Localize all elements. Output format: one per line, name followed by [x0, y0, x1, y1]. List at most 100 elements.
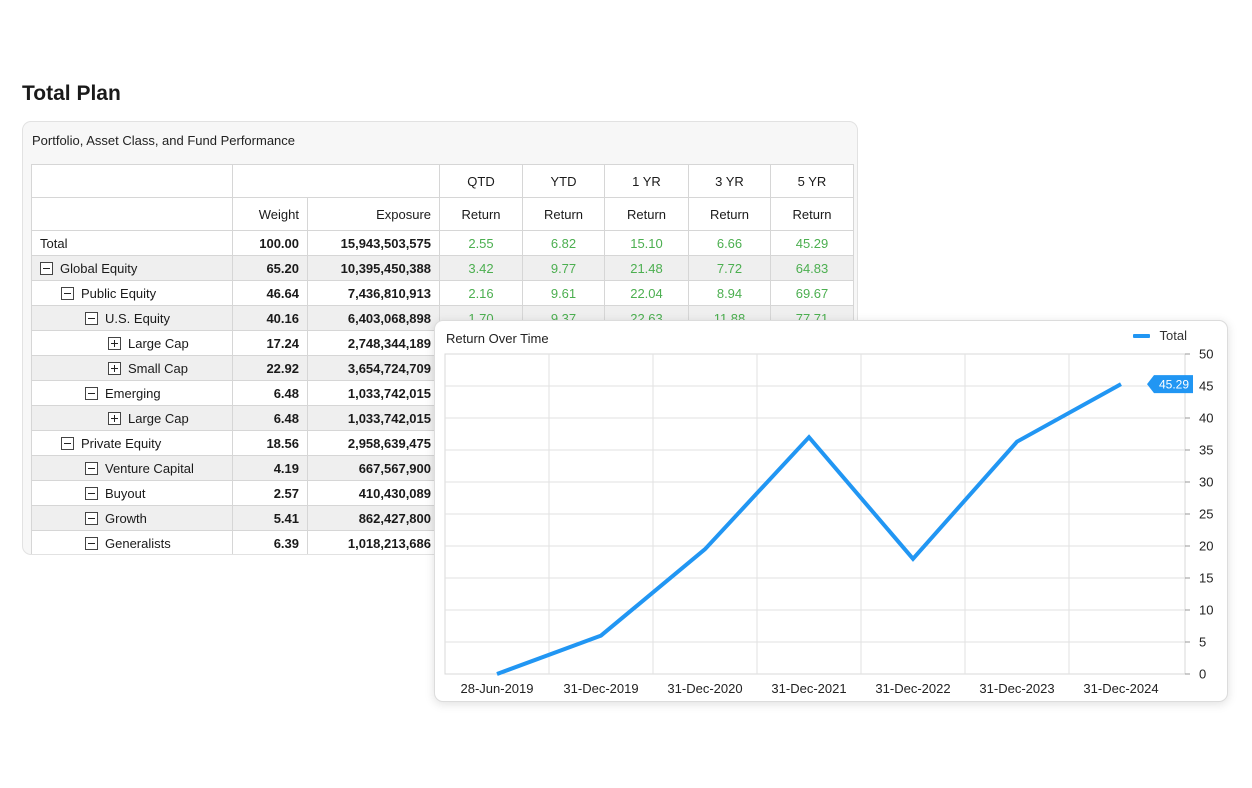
table-row[interactable]: Total 100.00 15,943,503,575 2.55 6.82 15.10 6.…: [31, 230, 854, 256]
row-name-cell: Generalists: [31, 530, 233, 554]
row-exposure: 862,427,800: [307, 505, 440, 531]
expand-icon[interactable]: [108, 361, 121, 375]
row-weight: 4.19: [232, 455, 308, 481]
header-exposure[interactable]: Exposure: [307, 197, 440, 231]
row-weight: 6.48: [232, 380, 308, 406]
row-name-cell: Venture Capital: [31, 455, 233, 481]
row-name: Large Cap: [128, 335, 189, 351]
row-weight: 6.48: [232, 405, 308, 431]
row-weight: 2.57: [232, 480, 308, 506]
row-name: Generalists: [105, 535, 171, 551]
collapse-icon[interactable]: [85, 511, 98, 525]
header-1yr[interactable]: 1 YR: [604, 164, 689, 198]
collapse-icon[interactable]: [61, 286, 74, 300]
collapse-icon[interactable]: [85, 486, 98, 500]
row-name: Public Equity: [81, 285, 157, 301]
row-exposure: 7,436,810,913: [307, 280, 440, 306]
row-name: Buyout: [105, 485, 146, 501]
header-1yr-return[interactable]: Return: [604, 197, 689, 231]
header-ytd-return[interactable]: Return: [522, 197, 605, 231]
row-name-cell: U.S. Equity: [31, 305, 233, 331]
row-exposure: 2,958,639,475: [307, 430, 440, 456]
row-name: Venture Capital: [105, 460, 194, 476]
expand-icon[interactable]: [108, 411, 121, 425]
row-return-qtd: 2.55: [439, 230, 523, 256]
chart-legend[interactable]: Total: [1132, 328, 1187, 343]
last-value-tag: [1147, 375, 1193, 394]
series-line-total: [496, 382, 1122, 676]
collapse-icon[interactable]: [85, 311, 98, 325]
row-name: Global Equity: [60, 260, 138, 276]
row-weight: 40.16: [232, 305, 308, 331]
header-qtd[interactable]: QTD: [439, 164, 523, 198]
return-line-chart: 0 5 10 15 20 25 30 35 40 45 50 28-Jun-2019 31-Dec-20…: [444, 347, 1213, 696]
collapse-icon[interactable]: [85, 461, 98, 475]
row-name-cell: Buyout: [31, 480, 233, 506]
row-name: Total: [40, 235, 68, 251]
row-name: Large Cap: [128, 410, 189, 426]
header-qtd-return[interactable]: Return: [439, 197, 523, 231]
row-name-cell: Private Equity: [31, 430, 233, 456]
collapse-icon[interactable]: [40, 261, 53, 275]
header-blank-name: [31, 164, 233, 198]
row-return-ytd: 9.77: [522, 255, 605, 281]
row-name-cell: Global Equity: [31, 255, 233, 281]
row-return-yr1: 22.04: [604, 280, 689, 306]
row-name-cell: Emerging: [31, 380, 233, 406]
expand-icon[interactable]: [108, 336, 121, 350]
x-tick-label: 28-Jun-2019: [461, 681, 534, 696]
row-exposure: 667,567,900: [307, 455, 440, 481]
row-return-yr1: 21.48: [604, 255, 689, 281]
row-name-cell: Growth: [31, 505, 233, 531]
page-title: Total Plan: [22, 82, 121, 105]
y-tick-label: 0: [1199, 667, 1206, 682]
row-weight: 18.56: [232, 430, 308, 456]
row-exposure: 1,018,213,686: [307, 530, 440, 554]
header-5yr[interactable]: 5 YR: [770, 164, 854, 198]
collapse-icon[interactable]: [85, 536, 98, 550]
x-tick-label: 31-Dec-2023: [979, 681, 1054, 696]
row-weight: 100.00: [232, 230, 308, 256]
row-name: Small Cap: [128, 360, 188, 376]
row-return-ytd: 9.61: [522, 280, 605, 306]
row-return-yr3: 8.94: [688, 280, 771, 306]
header-weight[interactable]: Weight: [232, 197, 308, 231]
y-tick-label: 50: [1199, 347, 1213, 362]
y-tick-label: 15: [1199, 571, 1213, 586]
y-tick-label: 20: [1199, 539, 1213, 554]
header-3yr[interactable]: 3 YR: [688, 164, 771, 198]
y-tick-label: 5: [1199, 635, 1206, 650]
collapse-icon[interactable]: [85, 386, 98, 400]
row-weight: 5.41: [232, 505, 308, 531]
row-weight: 65.20: [232, 255, 308, 281]
header-blank-values: [232, 164, 440, 198]
row-exposure: 10,395,450,388: [307, 255, 440, 281]
row-exposure: 15,943,503,575: [307, 230, 440, 256]
table-card-title: Portfolio, Asset Class, and Fund Perform…: [32, 133, 296, 148]
y-tick-label: 35: [1199, 443, 1213, 458]
row-exposure: 6,403,068,898: [307, 305, 440, 331]
row-name: Growth: [105, 510, 147, 526]
row-name: Emerging: [105, 385, 161, 401]
row-weight: 46.64: [232, 280, 308, 306]
row-return-yr5: 45.29: [770, 230, 854, 256]
row-return-qtd: 2.16: [439, 280, 523, 306]
legend-label-total: Total: [1159, 328, 1187, 343]
header-3yr-return[interactable]: Return: [688, 197, 771, 231]
row-name: Private Equity: [81, 435, 162, 451]
y-tick-label: 30: [1199, 475, 1213, 490]
collapse-icon[interactable]: [61, 436, 74, 450]
performance-table-card: Portfolio, Asset Class, and Fund Perform…: [22, 121, 858, 555]
chart-title: Return Over Time: [446, 331, 549, 346]
row-return-yr5: 69.67: [770, 280, 854, 306]
row-exposure: 1,033,742,015: [307, 405, 440, 431]
header-ytd[interactable]: YTD: [522, 164, 605, 198]
table-row[interactable]: Public Equity 46.64 7,436,810,913 2.16 9.61 2…: [31, 280, 854, 306]
row-name-cell: Small Cap: [31, 355, 233, 381]
row-return-qtd: 3.42: [439, 255, 523, 281]
legend-swatch: [1132, 333, 1150, 338]
row-weight: 22.92: [232, 355, 308, 381]
table-row[interactable]: Global Equity 65.20 10,395,450,388 3.42 9.77…: [31, 255, 854, 281]
header-5yr-return[interactable]: Return: [770, 197, 854, 231]
row-name: U.S. Equity: [105, 310, 171, 326]
